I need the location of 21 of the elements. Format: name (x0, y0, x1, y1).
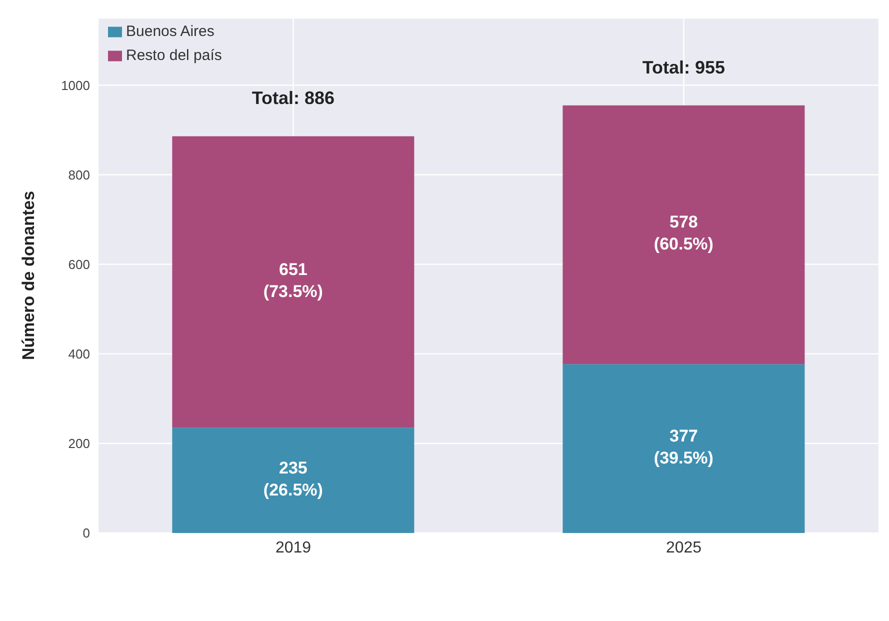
y-tick-label: 600 (68, 256, 90, 272)
bar (172, 428, 414, 533)
data-label: 377 (39.5%) (654, 427, 714, 468)
y-tick-label: 200 (68, 436, 90, 452)
y-tick-label: 1000 (61, 78, 90, 93)
bar (562, 364, 805, 533)
legend-label: Buenos Aires (126, 23, 214, 40)
legend-label: Resto del país (126, 47, 222, 64)
bar (562, 105, 805, 364)
x-tick-label: 2019 (275, 539, 312, 556)
y-axis-title: Número de donantes (19, 190, 38, 360)
data-label: 578 (60.5%) (654, 213, 714, 254)
total-label: Total: 955 (642, 57, 726, 78)
x-tick-label: 2025 (666, 539, 702, 556)
data-label: 651 (73.5%) (263, 260, 323, 302)
y-tick-label: 800 (68, 167, 90, 182)
data-label: 235 (26.5%) (263, 458, 323, 500)
y-tick-label: 0 (82, 526, 90, 541)
total-label: Total: 886 (252, 88, 335, 108)
bar (172, 136, 414, 428)
y-tick-label: 400 (68, 346, 90, 362)
